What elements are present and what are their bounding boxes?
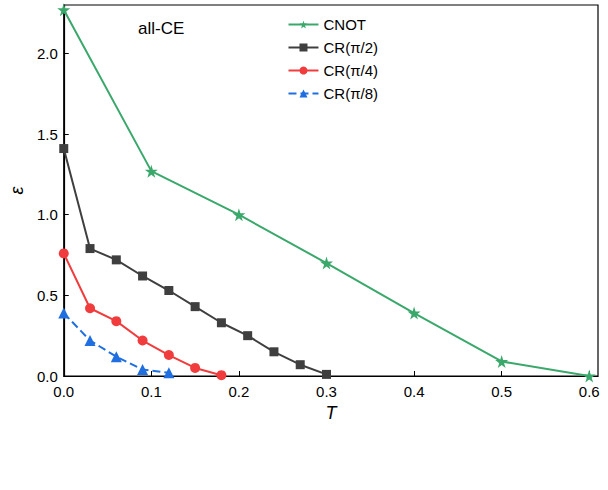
svg-text:0.0: 0.0 xyxy=(37,368,58,385)
svg-text:CR(π/2): CR(π/2) xyxy=(323,39,378,56)
svg-text:0.5: 0.5 xyxy=(37,287,58,304)
svg-text:all-CE: all-CE xyxy=(138,19,184,38)
svg-text:0.6: 0.6 xyxy=(579,383,600,400)
svg-text:CR(π/8): CR(π/8) xyxy=(323,85,378,102)
svg-text:0.5: 0.5 xyxy=(491,383,512,400)
svg-text:0.2: 0.2 xyxy=(228,383,249,400)
svg-text:0.3: 0.3 xyxy=(316,383,337,400)
svg-text:1.0: 1.0 xyxy=(37,206,58,223)
svg-text:2.0: 2.0 xyxy=(37,45,58,62)
svg-text:1.5: 1.5 xyxy=(37,126,58,143)
svg-text:CNOT: CNOT xyxy=(323,16,366,33)
svg-text:CR(π/4): CR(π/4) xyxy=(323,62,378,79)
svg-text:T: T xyxy=(325,403,338,423)
svg-text:0.1: 0.1 xyxy=(141,383,162,400)
svg-text:0.0: 0.0 xyxy=(53,383,74,400)
svg-text:ε: ε xyxy=(7,185,27,194)
svg-text:0.4: 0.4 xyxy=(404,383,425,400)
